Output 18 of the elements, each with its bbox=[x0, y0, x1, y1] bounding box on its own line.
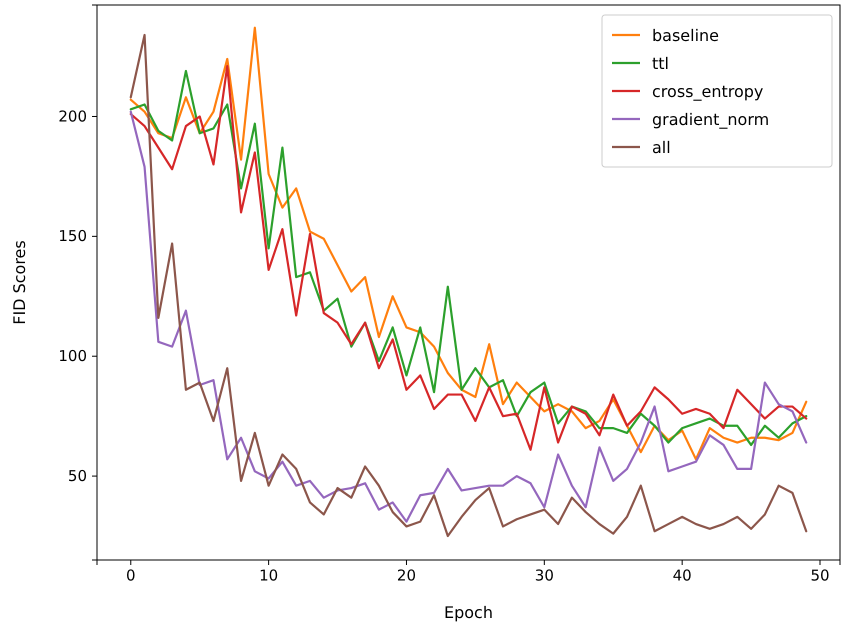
x-tick-label: 20 bbox=[396, 566, 416, 585]
y-tick-label: 100 bbox=[58, 347, 87, 366]
y-tick-label: 150 bbox=[58, 227, 87, 246]
x-tick-label: 30 bbox=[534, 566, 554, 585]
legend-label: cross_entropy bbox=[652, 82, 764, 101]
y-axis-title: FID Scores bbox=[10, 240, 29, 325]
y-tick-label: 200 bbox=[58, 107, 87, 126]
x-tick-label: 50 bbox=[810, 566, 830, 585]
x-tick-label: 10 bbox=[259, 566, 278, 585]
legend-label: all bbox=[652, 138, 671, 157]
legend-label: baseline bbox=[652, 26, 720, 45]
x-tick-label: 0 bbox=[126, 566, 136, 585]
y-tick-label: 50 bbox=[68, 466, 87, 485]
x-tick-label: 40 bbox=[672, 566, 692, 585]
legend-label: ttl bbox=[652, 54, 669, 73]
legend-label: gradient_norm bbox=[652, 110, 770, 129]
line-series bbox=[130, 110, 808, 523]
x-axis-title: Epoch bbox=[444, 603, 493, 622]
